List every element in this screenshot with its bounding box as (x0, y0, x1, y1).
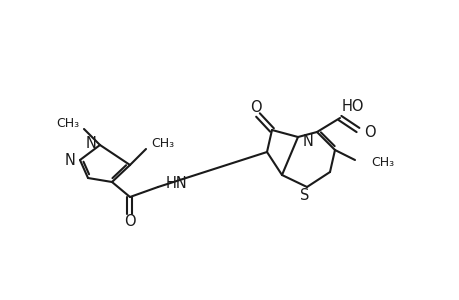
Text: O: O (124, 214, 135, 230)
Text: CH₃: CH₃ (56, 116, 79, 130)
Text: HO: HO (341, 98, 364, 113)
Text: HN: HN (166, 176, 187, 190)
Text: N: N (302, 134, 313, 148)
Text: CH₃: CH₃ (151, 136, 174, 149)
Text: O: O (250, 100, 261, 115)
Text: O: O (363, 124, 375, 140)
Text: N: N (86, 136, 97, 151)
Text: N: N (65, 152, 76, 167)
Text: S: S (300, 188, 309, 203)
Text: CH₃: CH₃ (370, 155, 393, 169)
